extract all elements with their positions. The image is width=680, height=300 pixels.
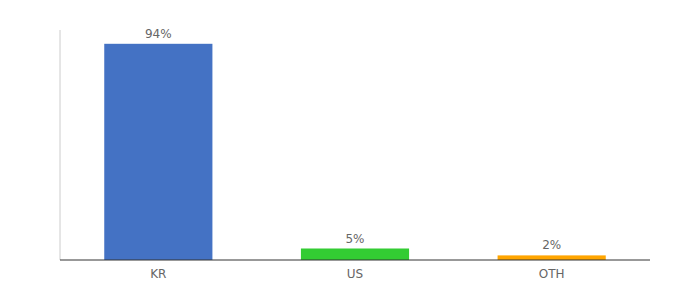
x-tick-labels: KR US OTH	[150, 267, 564, 281]
bars	[104, 44, 606, 260]
chart-container: KR US OTH 94% 5% 2%	[0, 0, 680, 300]
bar	[104, 44, 212, 260]
x-tick-label: US	[347, 267, 363, 281]
data-labels: 94% 5% 2%	[145, 27, 561, 253]
page: {"chart_data": {"type": "bar", "categori…	[0, 0, 680, 300]
data-label: 94%	[145, 27, 172, 41]
bar	[498, 255, 606, 260]
x-tick-label: KR	[150, 267, 166, 281]
x-axis-line	[60, 260, 650, 261]
data-label: 2%	[542, 238, 561, 252]
y-axis-line	[60, 30, 61, 260]
chart-svg: KR US OTH 94% 5% 2%	[0, 0, 680, 300]
data-label: 5%	[345, 232, 364, 246]
x-tick-label: OTH	[539, 267, 565, 281]
bar	[301, 249, 409, 261]
